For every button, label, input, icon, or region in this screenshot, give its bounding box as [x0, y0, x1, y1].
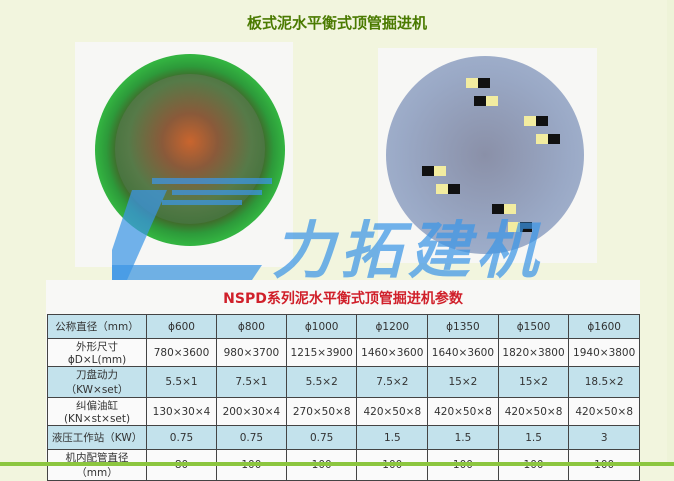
cell: 1940×3800: [568, 338, 640, 367]
cell: 420×50×8: [497, 397, 570, 426]
table-row: 外形尺寸ϕD×L(mm) 780×3600 980×3700 1215×3900…: [46, 338, 640, 367]
green-machine-head: [95, 54, 285, 246]
cell: 270×50×8: [285, 397, 358, 426]
cell: 7.5×2: [356, 366, 429, 398]
cell: 1640×3600: [427, 338, 499, 367]
cell: 3: [568, 425, 640, 450]
header-cell: ϕ1000: [285, 314, 358, 339]
header-cell: ϕ600: [146, 314, 217, 339]
parameter-panel: NSPD系列泥水平衡式顶管掘进机参数 公称直径（mm） ϕ600 ϕ800 ϕ1…: [46, 280, 640, 481]
cell: 15×2: [427, 366, 499, 398]
page-edge: [667, 0, 674, 462]
table-title: NSPD系列泥水平衡式顶管掘进机参数: [223, 291, 463, 307]
header-cell: ϕ1200: [356, 314, 429, 339]
header-cell: ϕ1600: [568, 314, 640, 339]
table-row: 纠偏油缸(KN×st×set) 130×30×4 200×30×4 270×50…: [46, 397, 640, 426]
cell: 5.5×2: [285, 366, 358, 398]
cell: 130×30×4: [146, 397, 217, 426]
cell: 1460×3600: [356, 338, 429, 367]
cell: 200×30×4: [215, 397, 287, 426]
cell: 5.5×1: [146, 366, 217, 398]
cell: 1.5: [356, 425, 429, 450]
table-row: 液压工作站（KW） 0.75 0.75 0.75 1.5 1.5 1.5 3: [46, 425, 640, 450]
cell: 420×50×8: [427, 397, 499, 426]
table-row: 刀盘动力（KW×set） 5.5×1 7.5×1 5.5×2 7.5×2 15×…: [46, 366, 640, 398]
row-label: 液压工作站（KW）: [46, 425, 148, 450]
cutter-disc: [386, 56, 584, 254]
cell: 1.5: [427, 425, 499, 450]
row-label: 刀盘动力（KW×set）: [46, 366, 148, 398]
cell: 980×3700: [215, 338, 287, 367]
parameter-table: 公称直径（mm） ϕ600 ϕ800 ϕ1000 ϕ1200 ϕ1350 ϕ15…: [46, 314, 640, 481]
cell: 18.5×2: [568, 366, 640, 398]
machine-front-photo: [75, 42, 293, 267]
cell: 0.75: [285, 425, 358, 450]
cell: 0.75: [215, 425, 287, 450]
cell: 15×2: [497, 366, 570, 398]
table-header-row: 公称直径（mm） ϕ600 ϕ800 ϕ1000 ϕ1200 ϕ1350 ϕ15…: [46, 314, 640, 339]
page-title: 板式泥水平衡式顶管掘进机: [246, 14, 427, 32]
cell: 1215×3900: [285, 338, 358, 367]
cell: 780×3600: [146, 338, 217, 367]
header-cell: ϕ1500: [497, 314, 570, 339]
cell: 420×50×8: [356, 397, 429, 426]
cell: 1820×3800: [497, 338, 570, 367]
bottom-bar: [0, 462, 674, 466]
cutter-head-photo: [378, 48, 597, 263]
cell: 0.75: [146, 425, 217, 450]
cell: 420×50×8: [568, 397, 640, 426]
cell: 7.5×1: [215, 366, 287, 398]
header-cell: ϕ800: [215, 314, 287, 339]
header-cell: 公称直径（mm）: [46, 314, 148, 339]
row-label: 纠偏油缸(KN×st×set): [46, 397, 148, 426]
cell: 1.5: [497, 425, 570, 450]
row-label: 外形尺寸ϕD×L(mm): [46, 338, 148, 367]
header-cell: ϕ1350: [427, 314, 499, 339]
